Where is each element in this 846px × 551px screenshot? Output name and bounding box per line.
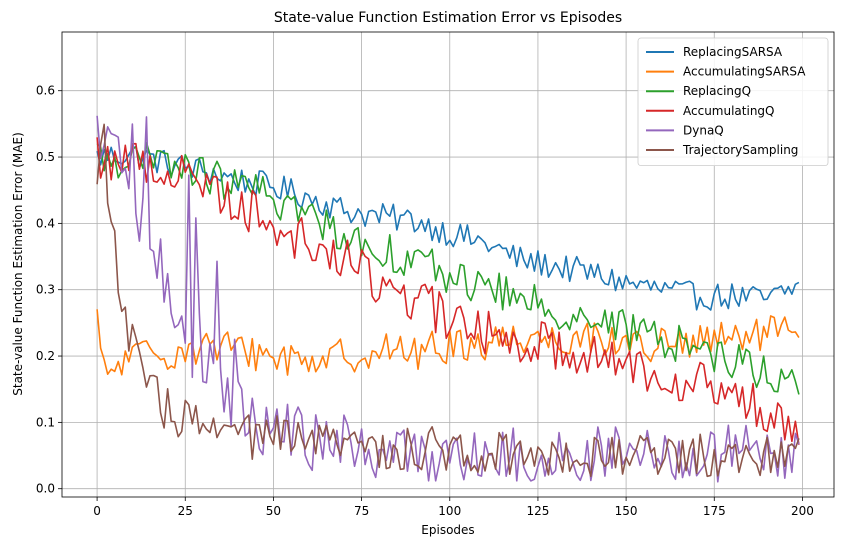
y-tick-label: 0.4 [36, 216, 55, 230]
legend-label: ReplacingQ [683, 84, 751, 98]
series-line-accumulatingq [96, 137, 800, 445]
legend-label: ReplacingSARSA [683, 45, 783, 59]
x-tick-label: 200 [791, 504, 814, 518]
grid-lines [62, 32, 834, 497]
plot-frame [61, 31, 835, 498]
legend-box [637, 37, 829, 166]
series-line-replacingq [96, 141, 800, 395]
legend-label: DynaQ [683, 123, 724, 137]
x-tick-label: 25 [178, 504, 193, 518]
x-tick-label: 75 [354, 504, 369, 518]
series-lines [96, 115, 800, 483]
chart-title: State-value Function Estimation Error vs… [274, 10, 622, 26]
x-tick-label: 175 [703, 504, 726, 518]
x-tick-label: 50 [266, 504, 281, 518]
legend: ReplacingSARSA AccumulatingSARSA Replacing… [637, 37, 829, 166]
x-tick-label: 150 [615, 504, 638, 518]
x-tick-label: 0 [93, 504, 101, 518]
y-tick-label: 0.2 [36, 349, 55, 363]
series-line-dynaq [96, 115, 800, 483]
x-axis-label: Episodes [421, 523, 474, 537]
axis-ticks: 0 25 50 75 100 125 150 175 200 0.0 0.1 0.2 0.3 0.4 0.5… [36, 84, 814, 518]
y-axis-label: State-value Function Estimation Error (M… [11, 132, 25, 396]
legend-label: AccumulatingQ [683, 104, 775, 118]
legend-label: TrajectorySampling [682, 143, 798, 157]
x-tick-label: 100 [438, 504, 461, 518]
y-tick-label: 0.0 [36, 482, 55, 496]
y-tick-label: 0.1 [36, 415, 55, 429]
legend-label: AccumulatingSARSA [683, 65, 806, 79]
x-tick-label: 125 [526, 504, 549, 518]
y-tick-label: 0.3 [36, 283, 55, 297]
y-tick-label: 0.6 [36, 84, 55, 98]
y-tick-label: 0.5 [36, 150, 55, 164]
plot-frame-rect [61, 31, 835, 498]
series-line-trajectorysampling [96, 123, 800, 478]
